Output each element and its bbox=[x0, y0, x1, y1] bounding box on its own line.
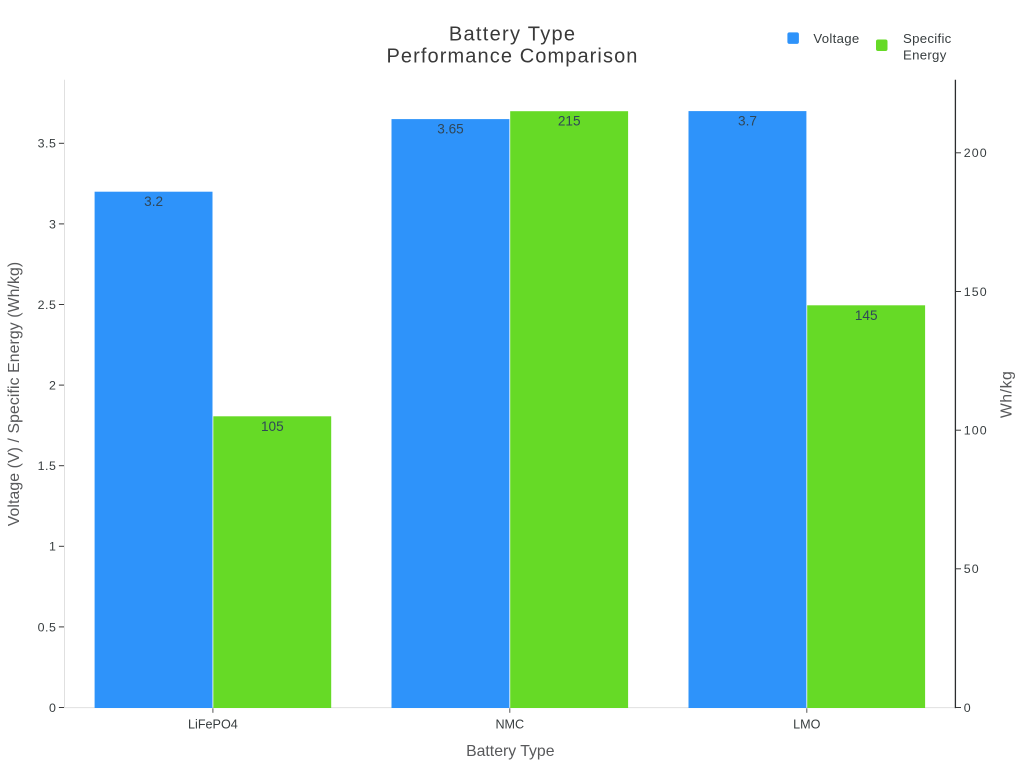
svg-text:Battery Type: Battery Type bbox=[449, 23, 577, 45]
svg-text:Performance Comparison: Performance Comparison bbox=[386, 45, 638, 67]
svg-text:1.5: 1.5 bbox=[38, 459, 57, 473]
svg-text:2.5: 2.5 bbox=[38, 298, 57, 312]
svg-text:0: 0 bbox=[49, 701, 56, 715]
svg-text:Voltage: Voltage bbox=[813, 31, 859, 46]
svg-text:LiFePO4: LiFePO4 bbox=[188, 718, 238, 732]
svg-text:0: 0 bbox=[964, 701, 972, 715]
svg-text:Voltage (V) / Specific Energy: Voltage (V) / Specific Energy (Wh/kg) bbox=[6, 262, 23, 526]
svg-text:3.7: 3.7 bbox=[738, 114, 757, 129]
svg-text:200: 200 bbox=[964, 146, 988, 160]
svg-text:2: 2 bbox=[49, 379, 56, 393]
svg-text:0.5: 0.5 bbox=[38, 620, 57, 634]
svg-text:Specific: Specific bbox=[903, 31, 952, 46]
svg-text:3: 3 bbox=[49, 217, 56, 231]
svg-text:50: 50 bbox=[964, 562, 980, 576]
svg-text:Energy: Energy bbox=[903, 47, 947, 62]
svg-text:150: 150 bbox=[964, 285, 988, 299]
svg-text:3.2: 3.2 bbox=[144, 194, 163, 209]
svg-text:100: 100 bbox=[964, 424, 988, 438]
svg-text:105: 105 bbox=[261, 419, 284, 434]
svg-text:3.5: 3.5 bbox=[38, 137, 57, 151]
svg-text:145: 145 bbox=[855, 308, 878, 323]
svg-text:1: 1 bbox=[49, 540, 56, 554]
svg-text:Battery Type: Battery Type bbox=[466, 743, 555, 760]
svg-text:Wh/kg: Wh/kg bbox=[999, 371, 1016, 419]
svg-text:215: 215 bbox=[558, 114, 581, 129]
svg-text:LMO: LMO bbox=[793, 718, 820, 732]
svg-text:NMC: NMC bbox=[495, 718, 524, 732]
svg-text:3.65: 3.65 bbox=[437, 122, 463, 137]
